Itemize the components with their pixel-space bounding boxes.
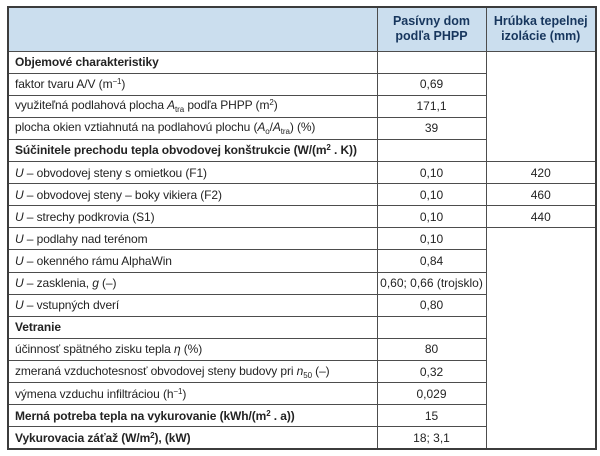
row-value: 0,10	[376, 205, 487, 229]
table-row: zmeraná vzduchotesnosť obvodovej steny b…	[7, 360, 596, 384]
header-passive-house: Pasívny dom podľa PHPP	[376, 6, 487, 52]
row-label: U – obvodovej steny s omietkou (F1)	[7, 161, 378, 185]
row-label: U – podlahy nad terénom	[7, 227, 378, 251]
row-insulation-thickness	[485, 227, 597, 450]
table-row: Objemové charakteristiky	[7, 50, 597, 163]
row-insulation-thickness	[485, 50, 597, 163]
row-value: 0,10	[376, 183, 487, 207]
row-label: U – obvodovej steny – boky vikiera (F2)	[7, 183, 378, 207]
row-label: Vetranie	[7, 315, 378, 339]
header-insulation-thickness: Hrúbka tepelnej izolácie (mm)	[485, 6, 597, 52]
table-row: U – obvodovej steny s omietkou (F1) 0,10 4…	[7, 161, 597, 185]
row-value: 0,029	[376, 382, 487, 406]
table-row: Merná potreba tepla na vykurovanie (kWh/…	[7, 404, 596, 428]
row-insulation-thickness: 420	[485, 161, 597, 185]
row-value: 39	[376, 116, 487, 140]
row-value: 0,84	[376, 249, 487, 273]
table-row: U – obvodovej steny – boky vikiera (F2) 0…	[7, 183, 597, 207]
table-row: Vykurovacia záťaž (W/m2), (kW) 18; 3,1	[7, 426, 596, 450]
row-value: 15	[376, 404, 487, 428]
header-empty-cell	[7, 6, 378, 52]
row-value: 0,60; 0,66 (trojsklo)	[376, 271, 487, 295]
row-label: plocha okien vztiahnutá na podlahovú plo…	[7, 116, 378, 140]
row-label: Merná potreba tepla na vykurovanie (kWh/…	[7, 404, 378, 428]
header-row: Pasívny dom podľa PHPP Hrúbka tepelnej i…	[7, 6, 597, 52]
row-value: 80	[376, 337, 487, 362]
table-row: U – vstupných dverí 0,80	[7, 293, 596, 317]
row-value: 171,1	[376, 94, 487, 118]
table-row: plocha okien vztiahnutá na podlahovú plo…	[7, 116, 596, 140]
table-row: U – podlahy nad terénom 0,10	[7, 227, 597, 450]
table-row: Vetranie	[7, 315, 596, 339]
row-value: 0,10	[376, 227, 487, 251]
table-row: U – strechy podkrovia (S1) 0,10 440	[7, 205, 597, 229]
row-insulation-thickness: 440	[485, 205, 597, 229]
row-value: 0,80	[376, 293, 487, 317]
passive-house-table: Pasívny dom podľa PHPP Hrúbka tepelnej i…	[7, 6, 597, 450]
row-label: účinnosť spätného zisku tepla η (%)	[7, 337, 378, 362]
row-value	[376, 50, 487, 74]
table-row: Súčinitele prechodu tepla obvodovej konš…	[7, 138, 596, 163]
row-label: U – strechy podkrovia (S1)	[7, 205, 378, 229]
table-row: výmena vzduchu infiltráciou (h−1) 0,029	[7, 382, 596, 406]
row-label: Objemové charakteristiky	[7, 50, 378, 74]
row-value: 0,69	[376, 72, 487, 96]
row-value	[376, 138, 487, 163]
row-label: U – vstupných dverí	[7, 293, 378, 317]
row-label: výmena vzduchu infiltráciou (h−1)	[7, 382, 378, 406]
row-value: 0,32	[376, 360, 487, 384]
table-row: využiteľná podlahová plocha Atra podľa P…	[7, 94, 596, 118]
row-label: Vykurovacia záťaž (W/m2), (kW)	[7, 426, 378, 450]
row-label: využiteľná podlahová plocha Atra podľa P…	[7, 94, 378, 118]
row-value: 0,10	[376, 161, 487, 185]
row-value: 18; 3,1	[376, 426, 487, 450]
row-label: faktor tvaru A/V (m−1)	[7, 72, 378, 96]
table-row: U – zasklenia, g (–) 0,60; 0,66 (trojsklo…	[7, 271, 596, 295]
row-insulation-thickness: 460	[485, 183, 597, 207]
row-value	[376, 315, 487, 339]
row-label: U – zasklenia, g (–)	[7, 271, 378, 295]
row-label: U – okenného rámu AlphaWin	[7, 249, 378, 273]
table-body: Objemové charakteristiky faktor tvaru A/V…	[7, 50, 597, 450]
row-label: Súčinitele prechodu tepla obvodovej konš…	[7, 138, 378, 163]
row-label: zmeraná vzduchotesnosť obvodovej steny b…	[7, 360, 378, 384]
